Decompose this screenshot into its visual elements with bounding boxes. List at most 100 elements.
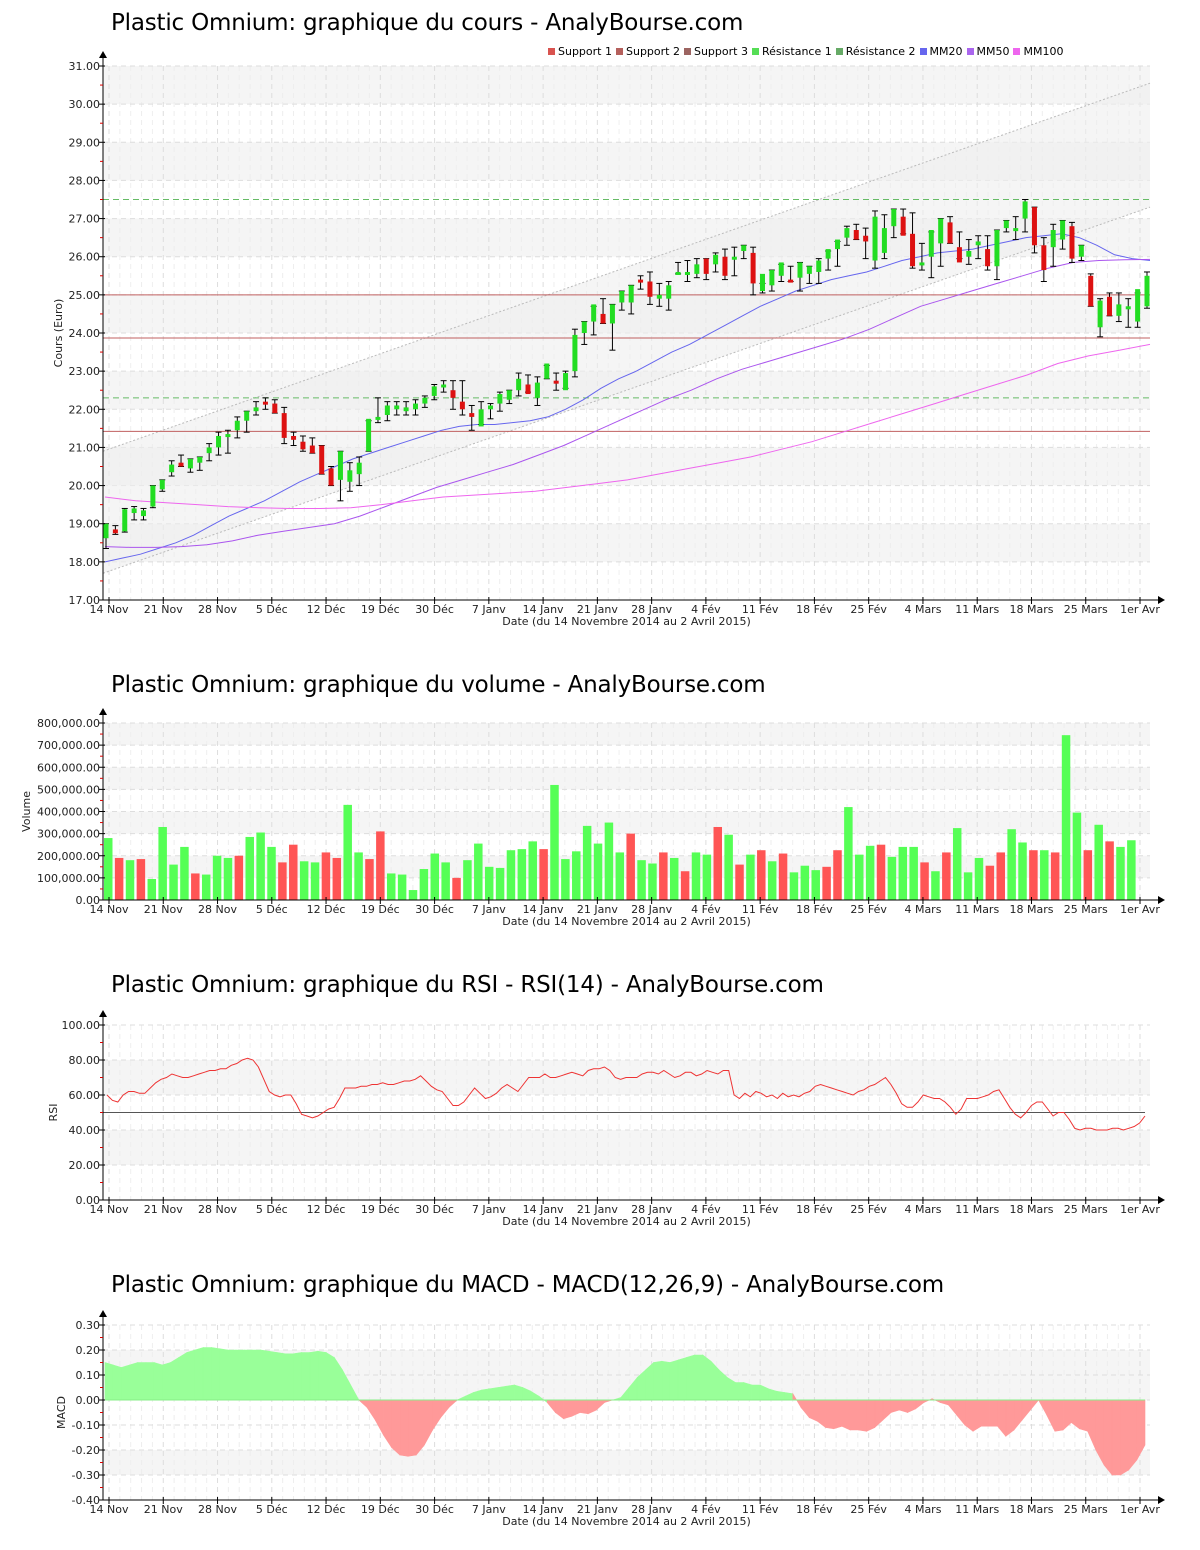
candle-body	[1078, 245, 1084, 257]
candle-body	[441, 384, 447, 388]
macd-area-segment	[817, 1399, 826, 1429]
y-axis-arrow-icon	[99, 51, 107, 58]
candle-body	[572, 334, 578, 372]
y-tick-label: 60.00	[69, 1089, 101, 1102]
volume-bar	[691, 852, 701, 900]
candle-body	[1125, 306, 1131, 310]
volume-bar	[702, 854, 712, 900]
candle-body	[131, 508, 137, 514]
candle-body	[591, 304, 597, 322]
macd-area-segment	[841, 1399, 851, 1431]
x-tick-label: 4 Mars	[904, 1503, 941, 1516]
macd-area-segment	[587, 1399, 597, 1415]
y-tick-label: 22.00	[69, 403, 101, 416]
moving-average-mm100	[104, 343, 1151, 509]
candle-body	[525, 384, 531, 395]
volume-bar	[637, 860, 646, 900]
macd-area-segment	[194, 1347, 204, 1401]
candle-body	[262, 401, 268, 405]
trend-channel	[103, 83, 1150, 574]
candle-body	[103, 523, 109, 539]
candle-body	[197, 456, 203, 463]
x-tick-label: 30 Déc	[415, 903, 454, 916]
candle-body	[375, 416, 381, 420]
candle-body	[1088, 275, 1094, 307]
y-tick-label: 80.00	[69, 1054, 101, 1067]
y-tick-label: 0.30	[76, 1319, 101, 1332]
volume-bar	[561, 859, 570, 900]
candle-body	[206, 447, 212, 454]
volume-bar	[484, 866, 494, 900]
volume-bar	[593, 843, 603, 900]
x-tick-label: 21 Nov	[144, 903, 183, 916]
candle-body	[956, 247, 962, 263]
y-tick-label: 21.00	[69, 441, 101, 454]
volume-bar	[1007, 829, 1016, 900]
volume-bar	[1072, 812, 1082, 900]
macd-area-segment	[137, 1362, 147, 1401]
macd-area-segment	[956, 1399, 966, 1426]
candle-body	[216, 435, 222, 448]
x-tick-label: 1er Avr	[1120, 603, 1160, 616]
volume-bar	[550, 784, 559, 900]
candle-body	[553, 380, 559, 384]
candle-body	[281, 413, 287, 438]
x-tick-label: 1er Avr	[1120, 1503, 1160, 1516]
y-tick-label: 100,000.00	[37, 872, 100, 885]
candle-body	[328, 468, 334, 486]
volume-bar	[397, 874, 407, 900]
volume-bar	[169, 864, 178, 900]
candle-body	[150, 485, 156, 507]
x-tick-label: 25 Fév	[850, 603, 887, 616]
macd-area-segment	[309, 1350, 319, 1401]
volume-bar	[1018, 842, 1027, 900]
macd-area-segment	[424, 1399, 433, 1446]
candle-body	[309, 445, 315, 454]
x-tick-label: 11 Fév	[742, 1503, 779, 1516]
y-tick-label: 23.00	[69, 365, 101, 378]
macd-area-segment	[596, 1399, 605, 1411]
x-tick-label: 5 Déc	[256, 903, 288, 916]
volume-bar	[299, 861, 309, 900]
candle-body	[778, 262, 784, 276]
macd-area-segment	[1038, 1399, 1048, 1416]
volume-chart-title: Plastic Omnium: graphique du volume - An…	[111, 672, 766, 698]
x-tick-label: 5 Déc	[256, 1203, 288, 1216]
candle-body	[647, 281, 653, 297]
volume-bar	[408, 890, 418, 900]
moving-average-mm20	[104, 233, 1151, 563]
candle-body	[750, 252, 756, 284]
y-axis-label: Volume	[20, 791, 33, 832]
macd-area-segment	[1079, 1399, 1088, 1432]
volume-bar	[713, 826, 723, 900]
macd-area-segment	[784, 1392, 794, 1401]
macd-area-segment	[563, 1399, 573, 1420]
x-tick-label: 7 Janv	[472, 1503, 506, 1516]
x-tick-label: 21 Janv	[577, 1503, 618, 1516]
x-tick-label: 18 Mars	[1009, 1503, 1053, 1516]
macd-area-segment	[153, 1362, 163, 1401]
volume-bar	[114, 857, 124, 900]
y-tick-label: 0.00	[76, 894, 101, 907]
x-tick-label: 19 Déc	[361, 603, 400, 616]
volume-bar	[212, 855, 222, 900]
y-tick-label: 700,000.00	[37, 739, 100, 752]
legend-swatch-icon	[919, 48, 927, 55]
volume-bar	[223, 857, 233, 900]
candle-body	[797, 262, 803, 278]
y-tick-label: 600,000.00	[37, 761, 100, 774]
macd-chart-title: Plastic Omnium: graphique du MACD - MACD…	[111, 1272, 944, 1298]
legend-swatch-icon	[1013, 48, 1021, 55]
y-tick-label: -0.40	[72, 1494, 100, 1507]
candle-body	[1050, 230, 1056, 248]
macd-area-segment	[571, 1399, 581, 1417]
volume-bar	[245, 836, 254, 900]
macd-area-segment	[980, 1399, 990, 1427]
macd-area-segment	[170, 1356, 180, 1401]
y-tick-label: 27.00	[69, 213, 101, 226]
volume-bar	[441, 862, 450, 900]
legend-swatch-icon	[548, 48, 555, 55]
volume-bar	[136, 859, 146, 900]
y-tick-label: 25.00	[69, 289, 101, 302]
grid-band	[103, 523, 1150, 562]
